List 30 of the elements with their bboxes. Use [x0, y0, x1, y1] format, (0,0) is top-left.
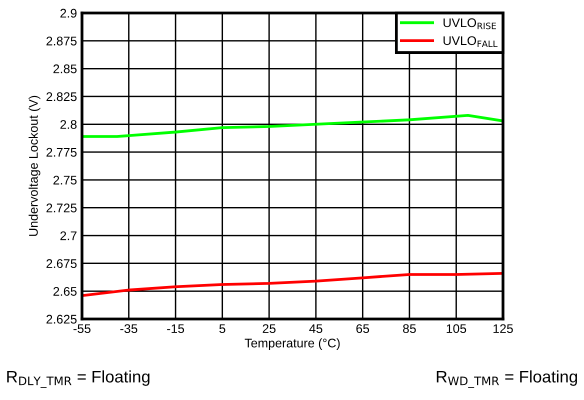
- legend-label: UVLO$_{FALL}$: [444, 36, 498, 47]
- x-tick-label: 5: [219, 324, 226, 334]
- y-tick-label: 2.625: [46, 314, 77, 324]
- y-tick-label: 2.825: [46, 92, 77, 102]
- legend-label: UVLO$_{RISE}$: [444, 18, 496, 30]
- y-tick-label: 2.7: [60, 231, 77, 240]
- y-tick-label: 2.9: [60, 8, 77, 18]
- x-tick-label: 25: [262, 324, 276, 334]
- x-tick-label: 125: [494, 324, 513, 334]
- y-tick-label: 2.675: [46, 259, 77, 268]
- x-tick-label: 105: [446, 324, 466, 334]
- text: R$_{WD_TMR}$ = Floating: [436, 370, 578, 388]
- y-tick-label: 2.8: [60, 120, 77, 129]
- line-series: [82, 114, 503, 138]
- x-tick-label: -15: [167, 324, 184, 334]
- y-tick-label: 2.775: [46, 148, 77, 157]
- text: R$_{DLY_TMR}$ = Floating: [7, 370, 150, 388]
- x-tick-label: 65: [356, 324, 370, 334]
- x-tick-label: -35: [120, 324, 138, 334]
- y-tick-label: 2.65: [53, 286, 77, 296]
- x-axis-title: Temperature (°C): [244, 338, 340, 350]
- y-tick-label: 2.875: [46, 36, 77, 46]
- x-tick-label: 45: [309, 324, 322, 334]
- y-tick-label: 2.75: [53, 176, 77, 185]
- y-axis-title: Undervoltage Lockout (V): [28, 96, 40, 236]
- line-series: [82, 272, 503, 298]
- x-tick-label: -55: [74, 324, 91, 334]
- x-tick-label: 85: [403, 324, 416, 334]
- y-tick-label: 2.85: [53, 64, 77, 74]
- y-tick-label: 2.725: [46, 204, 77, 212]
